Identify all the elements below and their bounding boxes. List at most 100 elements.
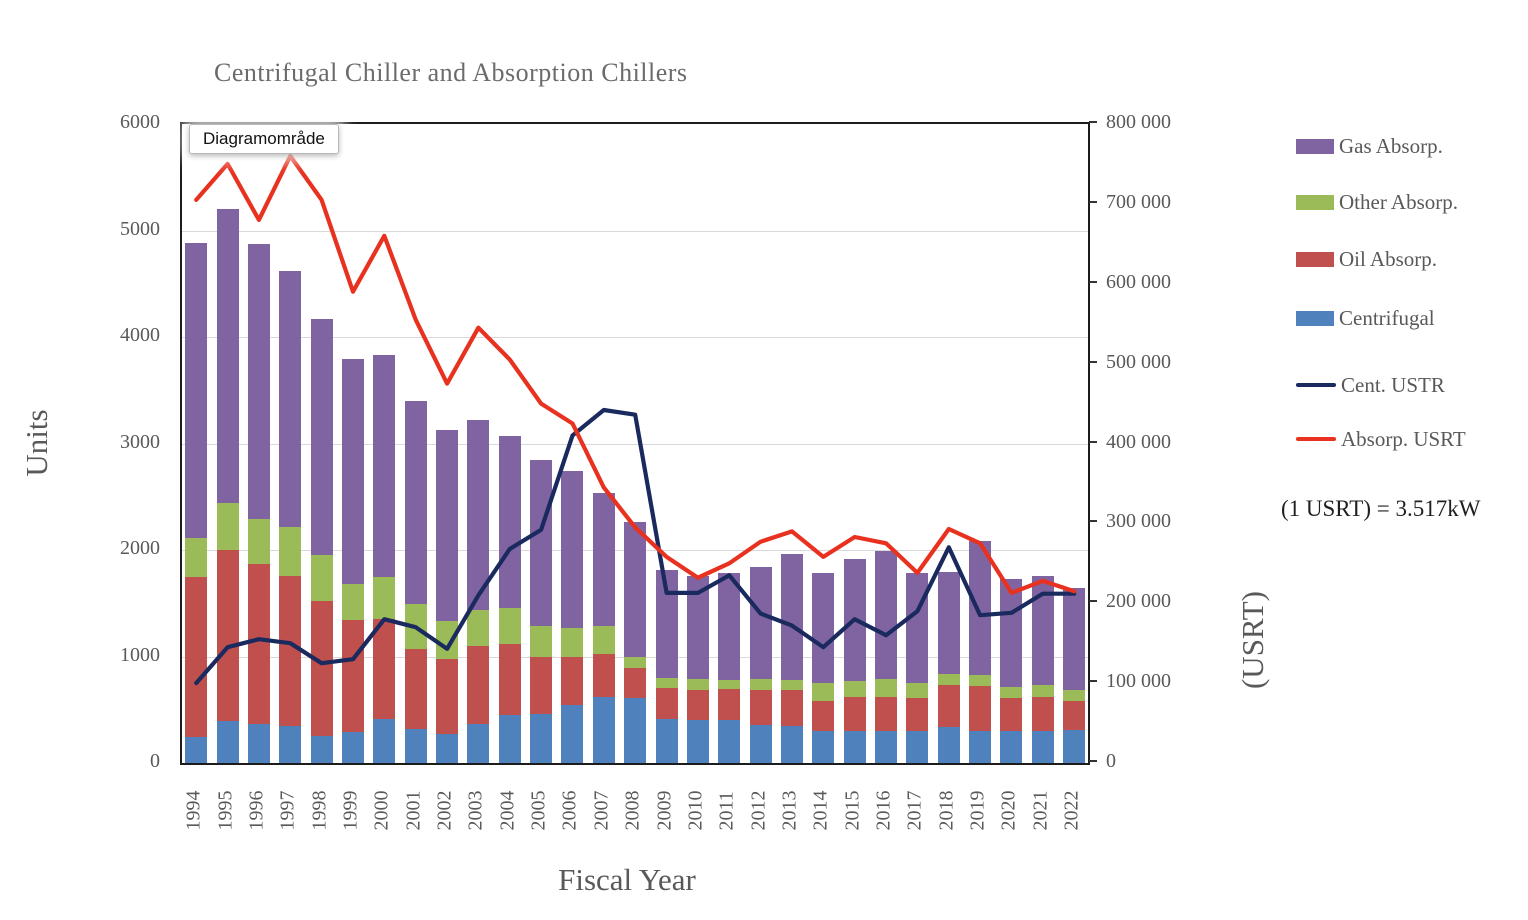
legend-item-other-absorp[interactable]: Other Absorp. [1296, 189, 1458, 215]
bar-segment-other-absorp-2008[interactable] [624, 656, 647, 669]
line-series-absorp-usrt[interactable] [194, 153, 1077, 595]
bar-segment-gas-absorp-2011[interactable] [718, 573, 741, 680]
bar-segment-other-absorp-1997[interactable] [279, 526, 302, 576]
bar-segment-oil-absorp-2022[interactable] [1063, 701, 1086, 730]
bar-segment-oil-absorp-2018[interactable] [937, 685, 960, 727]
bar-segment-oil-absorp-1995[interactable] [216, 550, 239, 722]
bar-segment-other-absorp-2019[interactable] [969, 675, 992, 687]
bar-segment-other-absorp-2014[interactable] [812, 683, 835, 702]
bar-segment-centrifugal-1996[interactable] [247, 724, 270, 763]
bar-segment-gas-absorp-2002[interactable] [436, 429, 459, 622]
bar-segment-centrifugal-2011[interactable] [718, 720, 741, 763]
bar-segment-oil-absorp-2008[interactable] [624, 668, 647, 699]
bar-segment-oil-absorp-2004[interactable] [498, 643, 521, 716]
bar-segment-gas-absorp-1994[interactable] [185, 243, 208, 539]
bar-segment-other-absorp-2009[interactable] [655, 677, 678, 689]
bar-segment-centrifugal-1998[interactable] [310, 735, 333, 763]
bar-segment-centrifugal-2014[interactable] [812, 731, 835, 763]
bar-segment-other-absorp-1994[interactable] [185, 538, 208, 577]
bar-segment-centrifugal-2001[interactable] [404, 728, 427, 763]
bar-segment-other-absorp-1999[interactable] [341, 583, 364, 620]
bar-segment-oil-absorp-2007[interactable] [592, 654, 615, 697]
bar-segment-centrifugal-2009[interactable] [655, 719, 678, 763]
bar-segment-other-absorp-2005[interactable] [530, 625, 553, 657]
bar-segment-gas-absorp-2022[interactable] [1063, 588, 1086, 691]
bar-segment-oil-absorp-2014[interactable] [812, 701, 835, 732]
bar-segment-centrifugal-2007[interactable] [592, 696, 615, 763]
bar-segment-centrifugal-2006[interactable] [561, 704, 584, 763]
bar-segment-other-absorp-2000[interactable] [373, 577, 396, 620]
bar-segment-oil-absorp-2016[interactable] [875, 696, 898, 732]
bar-segment-gas-absorp-1999[interactable] [341, 359, 364, 584]
bar-segment-other-absorp-2020[interactable] [1000, 686, 1023, 699]
bar-segment-gas-absorp-1997[interactable] [279, 270, 302, 527]
bar-segment-centrifugal-2020[interactable] [1000, 731, 1023, 763]
bar-segment-other-absorp-2016[interactable] [875, 679, 898, 697]
legend-item-centrifugal[interactable]: Centrifugal [1296, 305, 1435, 331]
bar-segment-centrifugal-2003[interactable] [467, 723, 490, 763]
bar-segment-gas-absorp-2003[interactable] [467, 420, 490, 610]
bar-segment-oil-absorp-1999[interactable] [341, 619, 364, 733]
bar-segment-gas-absorp-2012[interactable] [749, 567, 772, 679]
bar-segment-oil-absorp-2020[interactable] [1000, 698, 1023, 732]
bar-segment-centrifugal-2010[interactable] [686, 720, 709, 763]
bar-segment-centrifugal-2017[interactable] [906, 731, 929, 763]
bar-segment-gas-absorp-2006[interactable] [561, 471, 584, 629]
bar-segment-other-absorp-2018[interactable] [937, 674, 960, 686]
bar-segment-oil-absorp-1997[interactable] [279, 575, 302, 727]
bar-segment-centrifugal-2018[interactable] [937, 726, 960, 763]
bar-segment-other-absorp-2010[interactable] [686, 678, 709, 690]
bar-segment-centrifugal-2016[interactable] [875, 731, 898, 763]
bar-segment-centrifugal-2012[interactable] [749, 724, 772, 763]
bar-segment-other-absorp-2003[interactable] [467, 609, 490, 646]
bar-segment-gas-absorp-2007[interactable] [592, 492, 615, 626]
bar-segment-centrifugal-2013[interactable] [780, 726, 803, 763]
bar-segment-other-absorp-2013[interactable] [780, 679, 803, 691]
bar-segment-gas-absorp-2008[interactable] [624, 522, 647, 657]
bar-segment-centrifugal-2004[interactable] [498, 715, 521, 763]
bar-segment-oil-absorp-2017[interactable] [906, 698, 929, 732]
bar-segment-oil-absorp-1996[interactable] [247, 564, 270, 725]
bar-segment-other-absorp-2002[interactable] [436, 621, 459, 659]
bar-segment-centrifugal-1999[interactable] [341, 732, 364, 763]
bar-segment-oil-absorp-2006[interactable] [561, 657, 584, 705]
bar-segment-other-absorp-1998[interactable] [310, 555, 333, 602]
bar-segment-other-absorp-1996[interactable] [247, 518, 270, 565]
legend-item-absorp-usrt[interactable]: Absorp. USRT [1296, 426, 1466, 452]
bar-segment-gas-absorp-2018[interactable] [937, 572, 960, 675]
bar-segment-gas-absorp-1996[interactable] [247, 243, 270, 519]
bar-segment-centrifugal-2008[interactable] [624, 698, 647, 763]
bar-segment-centrifugal-1997[interactable] [279, 726, 302, 763]
bar-segment-gas-absorp-1995[interactable] [216, 209, 239, 504]
bar-segment-other-absorp-2022[interactable] [1063, 690, 1086, 702]
bar-segment-oil-absorp-2021[interactable] [1031, 696, 1054, 732]
bar-segment-oil-absorp-2005[interactable] [530, 656, 553, 715]
bar-segment-oil-absorp-2013[interactable] [780, 690, 803, 727]
line-series-cent-ustr[interactable] [194, 407, 1077, 686]
bar-segment-gas-absorp-2004[interactable] [498, 436, 521, 609]
bar-segment-gas-absorp-2014[interactable] [812, 573, 835, 684]
bar-segment-oil-absorp-2019[interactable] [969, 686, 992, 732]
bar-segment-centrifugal-2005[interactable] [530, 714, 553, 763]
bar-segment-gas-absorp-2019[interactable] [969, 541, 992, 676]
bar-segment-other-absorp-2011[interactable] [718, 679, 741, 689]
bar-segment-oil-absorp-2012[interactable] [749, 690, 772, 725]
bar-segment-other-absorp-2007[interactable] [592, 625, 615, 655]
bar-segment-gas-absorp-2013[interactable] [780, 554, 803, 680]
bar-segment-other-absorp-1995[interactable] [216, 503, 239, 550]
bar-segment-centrifugal-2022[interactable] [1063, 730, 1086, 763]
legend-item-oil-absorp[interactable]: Oil Absorp. [1296, 246, 1437, 272]
legend-item-cent-ustr[interactable]: Cent. USTR [1296, 372, 1445, 398]
bar-segment-oil-absorp-2001[interactable] [404, 648, 427, 729]
bar-segment-oil-absorp-2002[interactable] [436, 658, 459, 735]
bar-segment-centrifugal-2002[interactable] [436, 734, 459, 763]
bar-segment-gas-absorp-2009[interactable] [655, 570, 678, 678]
bar-segment-gas-absorp-2005[interactable] [530, 459, 553, 626]
bar-segment-gas-absorp-2016[interactable] [875, 551, 898, 680]
bar-segment-centrifugal-2000[interactable] [373, 719, 396, 763]
bar-segment-oil-absorp-2000[interactable] [373, 619, 396, 720]
bar-segment-gas-absorp-2000[interactable] [373, 355, 396, 578]
bar-segment-centrifugal-1994[interactable] [185, 737, 208, 763]
bar-segment-gas-absorp-1998[interactable] [310, 318, 333, 556]
bar-segment-oil-absorp-1998[interactable] [310, 601, 333, 736]
